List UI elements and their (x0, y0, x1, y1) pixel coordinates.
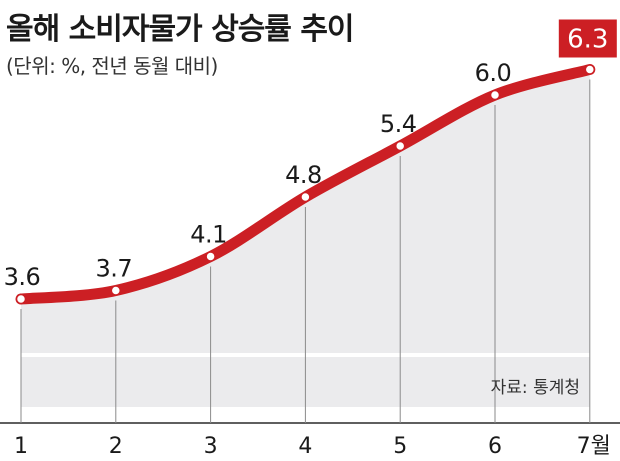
chart-title: 올해 소비자물가 상승률 추이 (6, 12, 355, 47)
data-point (110, 285, 122, 296)
value-label: 6.0 (475, 59, 512, 87)
value-labels-layer: 3.6 3.7 4.1 4.8 5.4 6.0 6.3 (4, 19, 617, 291)
x-tick-label: 7월 (577, 434, 611, 459)
highlight-badge (558, 19, 617, 58)
data-point (15, 293, 27, 305)
data-point (300, 191, 311, 203)
data-point (489, 89, 501, 101)
x-tick-label: 6 (488, 434, 502, 459)
value-label: 3.6 (4, 263, 41, 291)
x-axis: 1 2 3 4 5 6 7월 (0, 79, 620, 459)
x-tick-label: 4 (298, 434, 312, 459)
data-point (394, 140, 406, 152)
data-points-layer (15, 64, 596, 305)
x-tick-label: 2 (109, 434, 123, 459)
x-tick-label: 3 (204, 434, 218, 459)
data-point (205, 251, 216, 262)
value-label: 3.7 (95, 255, 132, 283)
chart-subtitle: (단위: %, 전년 동월 대비) (6, 54, 218, 78)
value-label: 5.4 (380, 110, 417, 138)
value-label-highlight: 6.3 (567, 25, 608, 55)
data-point (584, 64, 596, 75)
value-label: 4.1 (190, 221, 227, 249)
x-tick-label: 1 (14, 434, 28, 459)
value-label: 4.8 (285, 161, 322, 189)
x-tick-label: 5 (393, 434, 407, 459)
source-note: 자료: 통계청 (491, 378, 580, 398)
